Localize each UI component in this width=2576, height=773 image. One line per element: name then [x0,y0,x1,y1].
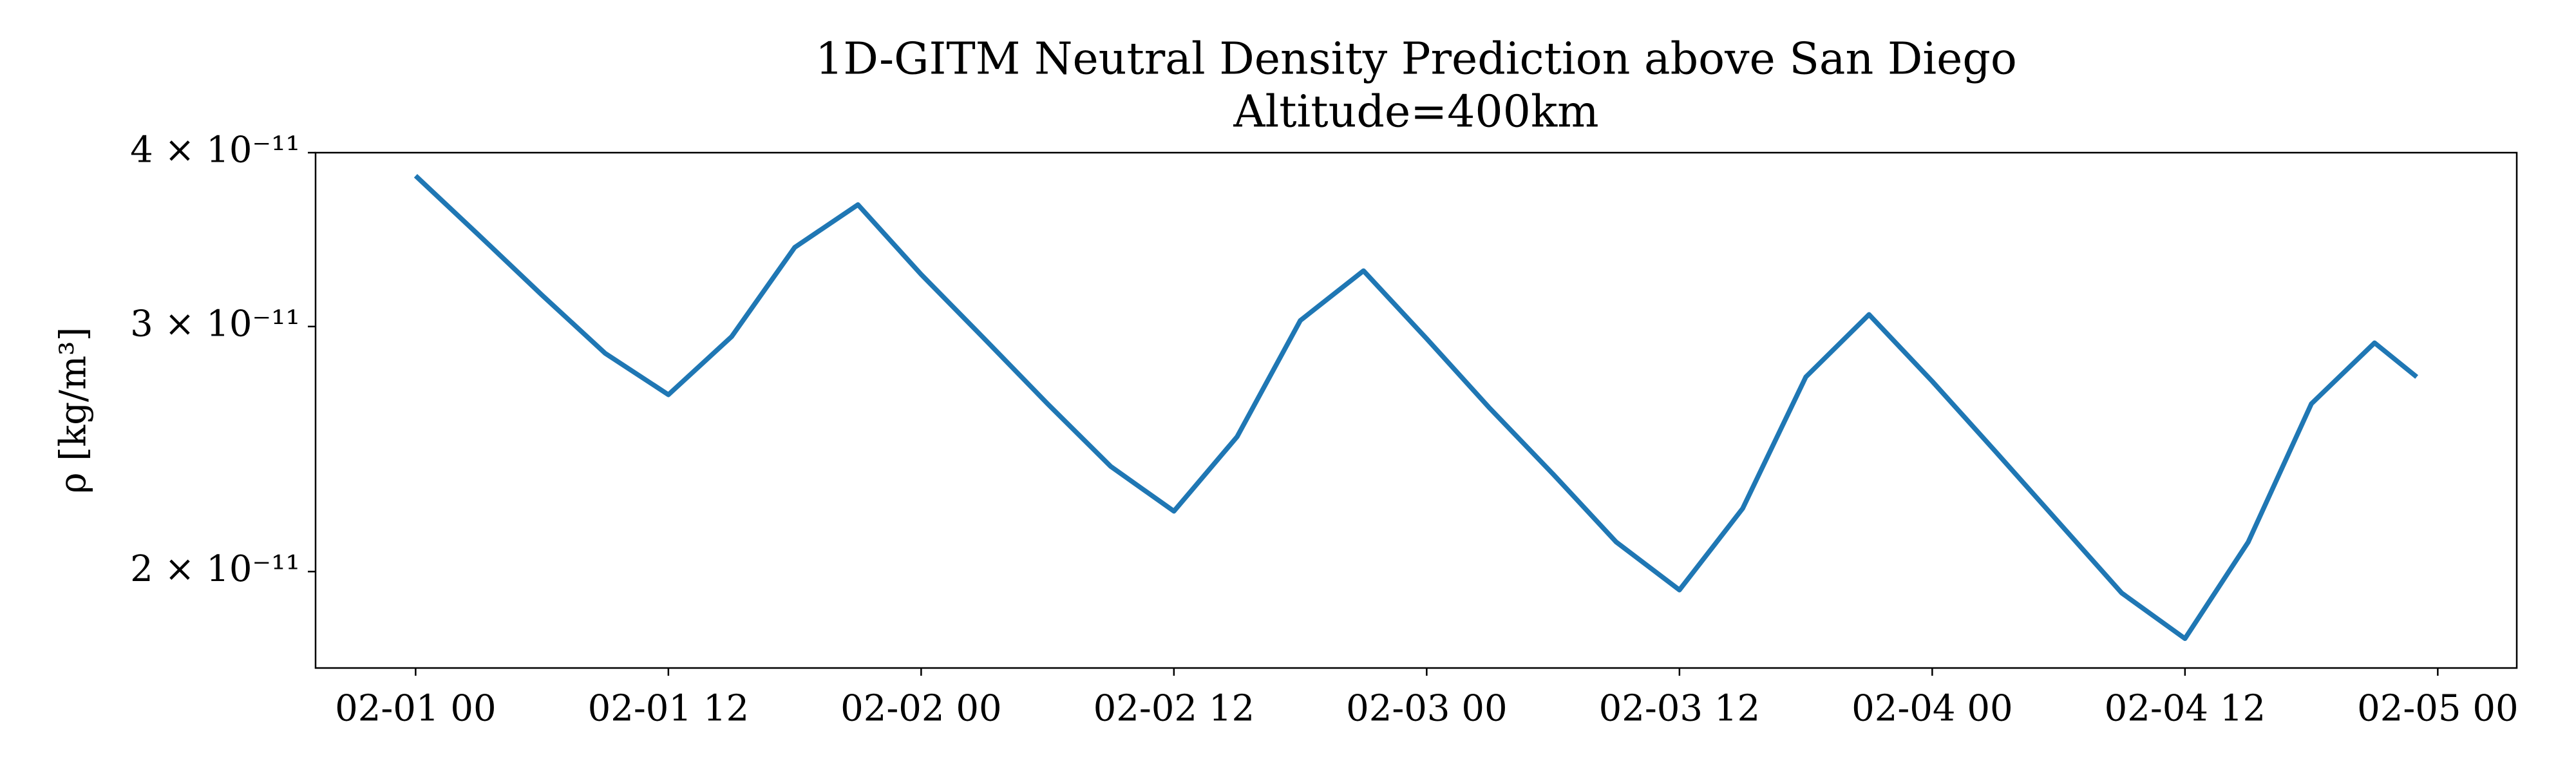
x-tick-label: 02-01 00 [335,688,497,730]
x-tick-label: 02-04 00 [1852,688,2013,730]
x-tick-label: 02-01 12 [588,688,750,730]
chart-title: 1D-GITM Neutral Density Prediction above… [815,34,2017,85]
x-tick-label: 02-02 12 [1094,688,1255,730]
y-tick-label: 3 × 10⁻¹¹ [130,303,300,345]
plot-frame [314,151,2518,669]
y-tick-label: 2 × 10⁻¹¹ [130,548,300,590]
x-tick-label: 02-04 12 [2105,688,2266,730]
x-tick-label: 02-03 00 [1346,688,1508,730]
data-line [413,174,2418,642]
y-tick-label: 4 × 10⁻¹¹ [130,129,300,171]
x-tick-label: 02-02 00 [840,688,1002,730]
x-tick-label: 02-05 00 [2357,688,2519,730]
x-tick-label: 02-03 12 [1599,688,1761,730]
chart-subtitle: Altitude=400km [1233,87,1598,138]
y-axis-label: ρ [kg/m³] [53,327,95,494]
